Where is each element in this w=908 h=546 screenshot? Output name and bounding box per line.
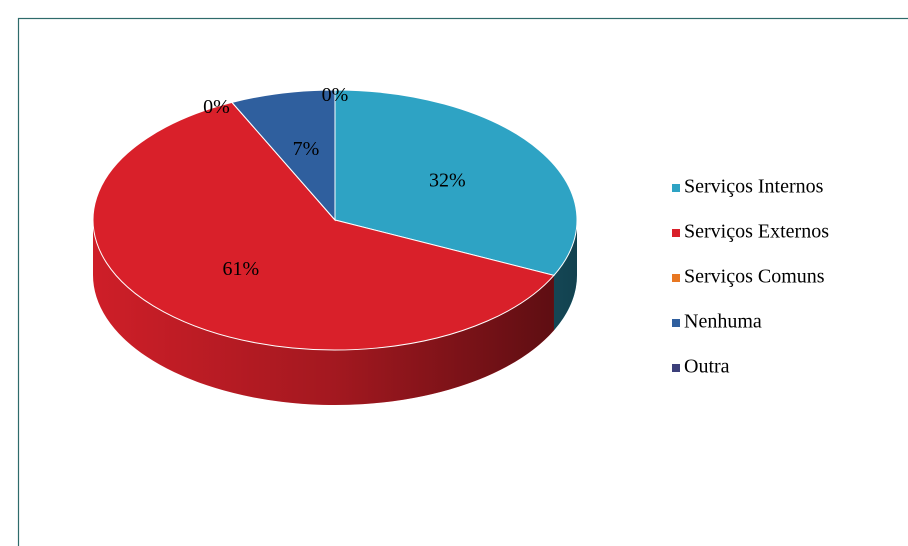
data-label: 0% [322,84,349,106]
legend-label: Nenhuma [684,311,762,333]
data-label: 61% [223,258,260,280]
slice [334,89,578,276]
legend-swatch [672,319,680,327]
legend-swatch [672,184,680,192]
legend-swatch [672,274,680,282]
legend-swatch [672,229,680,237]
slice [231,89,336,222]
slice [92,101,555,351]
legend-swatch [672,364,680,372]
legend-label: Serviços Externos [684,221,829,243]
legend-label: Outra [684,356,730,378]
data-label: 7% [293,138,320,160]
legend-label: Serviços Internos [684,176,824,198]
side-shade [93,220,577,405]
data-label: 0% [203,96,230,118]
data-label: 32% [429,169,466,191]
legend-label: Serviços Comuns [684,266,825,288]
